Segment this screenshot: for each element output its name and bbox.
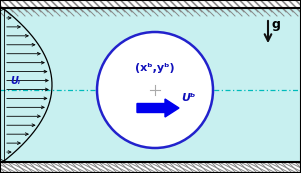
Text: g: g bbox=[272, 18, 281, 31]
FancyArrow shape bbox=[137, 99, 179, 117]
Text: Uₗ: Uₗ bbox=[10, 76, 20, 86]
Circle shape bbox=[97, 32, 213, 148]
Bar bbox=[0, 162, 301, 173]
Bar bbox=[0, 0, 301, 8]
Text: (xᵇ,yᵇ): (xᵇ,yᵇ) bbox=[135, 63, 175, 73]
Bar bbox=[0, 162, 301, 173]
Bar bbox=[0, 0, 301, 8]
Text: Uᵇ: Uᵇ bbox=[181, 93, 195, 103]
